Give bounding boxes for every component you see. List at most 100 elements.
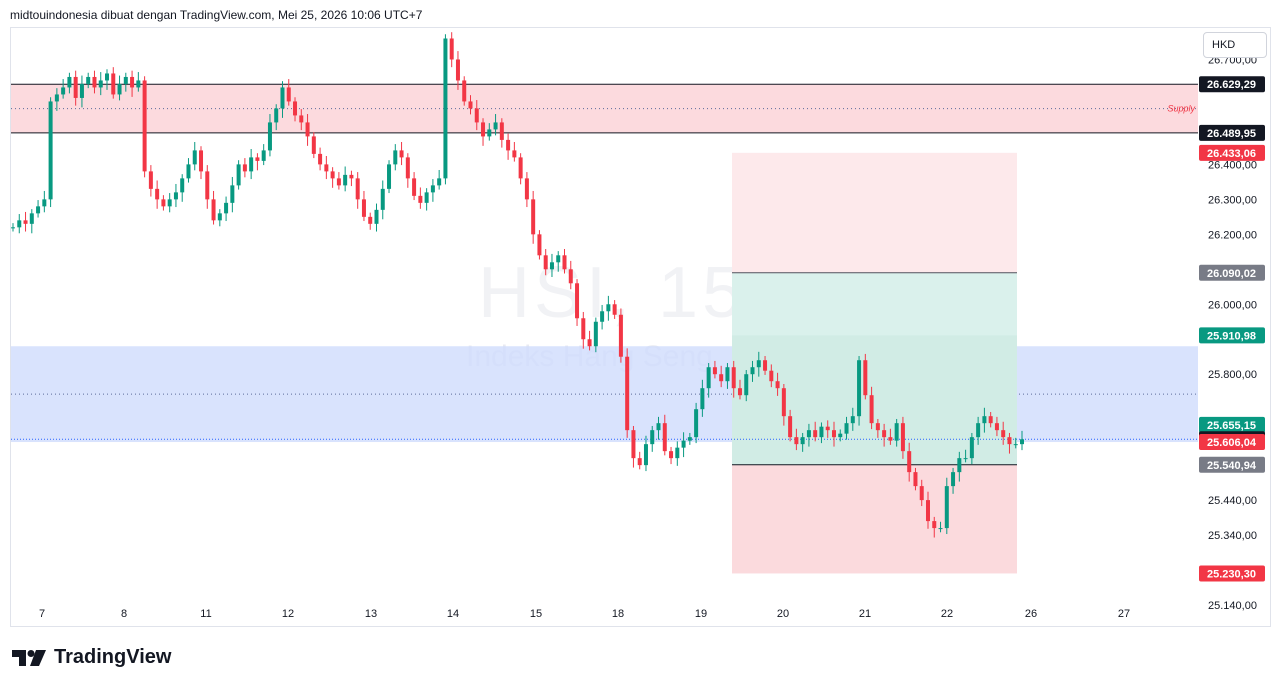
candle-body	[562, 255, 567, 270]
candle-body	[794, 437, 799, 445]
price-label-box	[1199, 565, 1265, 582]
y-tick-label: 25.440,00	[1208, 495, 1257, 507]
candle-body	[173, 192, 178, 200]
candle-body	[600, 311, 605, 322]
candle-body	[675, 447, 680, 459]
candle-body	[86, 76, 91, 84]
candle-body	[913, 472, 918, 487]
candle-body	[42, 199, 47, 207]
candle-body	[199, 150, 204, 172]
position-profit-zone	[732, 272, 1017, 465]
candle-body	[36, 206, 41, 214]
candle-body	[336, 178, 341, 186]
chart-frame	[10, 27, 1271, 627]
candle-body	[123, 76, 128, 84]
y-tick-label: 25.800,00	[1208, 369, 1257, 381]
candle-body	[819, 426, 824, 438]
candle-body	[330, 171, 335, 179]
brand-name: TradingView	[54, 646, 172, 668]
candle-body	[976, 423, 981, 438]
candle-body	[882, 430, 887, 438]
candle-body	[775, 381, 780, 389]
candle-body	[361, 199, 366, 217]
candle-body	[750, 367, 755, 375]
candle-body	[625, 356, 630, 431]
candle-body	[618, 314, 623, 357]
candle-body	[863, 360, 868, 396]
candle-body	[474, 108, 479, 123]
candle-body	[98, 80, 103, 88]
candle-body	[17, 220, 22, 228]
candle-body	[267, 122, 272, 151]
candle-body	[857, 360, 862, 417]
x-tick-label: 11	[200, 608, 211, 620]
candle-body	[481, 122, 486, 137]
candle-body	[781, 388, 786, 417]
candle-body	[694, 409, 699, 438]
candle-body	[11, 227, 15, 229]
candle-body	[637, 458, 642, 466]
candle-body	[706, 367, 711, 389]
x-tick-label: 13	[365, 608, 377, 620]
candle-body	[148, 171, 153, 189]
candle-body	[180, 178, 185, 193]
y-tick-label: 26.700,00	[1208, 54, 1257, 66]
candle-body	[838, 433, 843, 438]
candle-body	[687, 437, 692, 441]
candle-body	[643, 444, 648, 466]
candle-body	[813, 430, 818, 438]
y-tick-label: 26.400,00	[1208, 159, 1257, 171]
candle-body	[919, 486, 924, 501]
candle-body	[543, 255, 548, 270]
candle-body	[48, 101, 53, 200]
candle-body	[23, 220, 28, 224]
candle-body	[161, 199, 166, 207]
candle-body	[230, 185, 235, 203]
candle-body	[430, 185, 435, 193]
price-label: 25.910,98	[1207, 330, 1256, 342]
candle-body	[324, 164, 329, 172]
price-label-box	[1199, 264, 1265, 281]
candle-body	[756, 360, 761, 368]
candle-body	[925, 500, 930, 522]
candle-body	[487, 129, 492, 137]
candle-body	[343, 174, 348, 186]
candle-body	[29, 213, 34, 224]
candle-body	[938, 528, 943, 530]
candle-body	[424, 192, 429, 203]
candle-body	[719, 374, 724, 382]
candle-body	[957, 458, 962, 473]
candle-body	[982, 416, 987, 424]
x-tick-label: 22	[941, 608, 953, 620]
candle-body	[61, 87, 66, 95]
candle-body	[455, 59, 460, 81]
candle-body	[788, 416, 793, 438]
candle-body	[155, 188, 160, 200]
candle-body	[900, 423, 905, 452]
candle-body	[412, 178, 417, 196]
candle-body	[800, 437, 805, 445]
candle-body	[951, 472, 956, 487]
candle-body	[537, 234, 542, 256]
price-label: 25.655,15	[1207, 420, 1256, 432]
candle-body	[518, 157, 523, 179]
candle-body	[79, 83, 84, 98]
tradingview-logo: TradingView	[12, 646, 171, 669]
candle-body	[681, 440, 686, 448]
y-tick-label: 25.340,00	[1208, 530, 1257, 542]
candle-body	[850, 416, 855, 424]
candle-body	[67, 76, 72, 88]
currency-selector[interactable]: HKD	[1203, 32, 1267, 58]
candle-body	[932, 521, 937, 529]
candle-body	[280, 87, 285, 109]
price-label: 25.230,30	[1207, 568, 1256, 580]
candle-body	[105, 73, 110, 81]
candle-body	[744, 374, 749, 396]
candle-body	[963, 458, 968, 460]
candle-body	[493, 122, 498, 130]
candle-body	[224, 202, 229, 214]
y-tick-label: 26.200,00	[1208, 229, 1257, 241]
candle-body	[374, 209, 379, 224]
price-label: 26.489,95	[1207, 128, 1256, 140]
